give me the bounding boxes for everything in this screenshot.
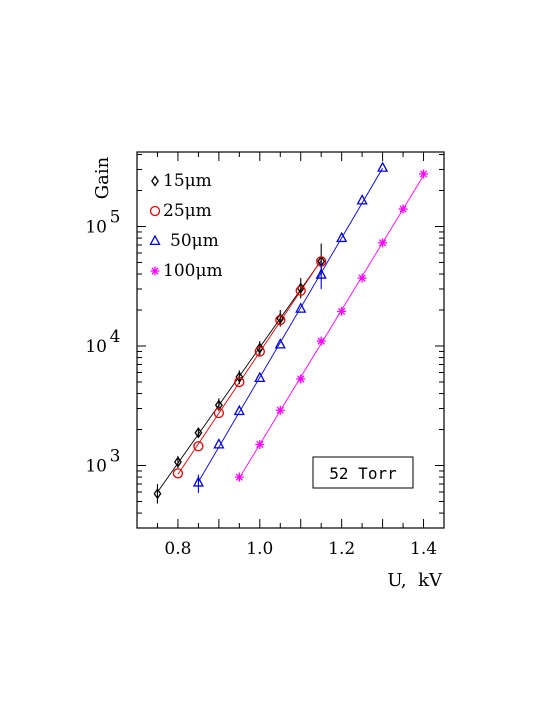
x-tick-label: 1.2: [328, 539, 355, 559]
data-point: [255, 342, 264, 354]
y-tick-exponent: 3: [110, 447, 121, 467]
plot-frame: [136, 151, 445, 529]
x-tick-label: 1.0: [246, 539, 273, 559]
data-point: [254, 371, 266, 383]
annotation-text: 52 Torr: [329, 464, 397, 483]
data-point: [235, 371, 244, 383]
annotation-box: [312, 456, 414, 489]
y-axis-label: Gain: [92, 156, 113, 199]
y-tick-exponent: 5: [110, 207, 121, 227]
data-point: [153, 488, 162, 500]
data-point: [254, 346, 265, 357]
legend-label: 15μm: [163, 171, 212, 191]
y-tick-label: 10: [85, 217, 107, 237]
data-point: [193, 441, 204, 452]
data-point: [275, 405, 285, 415]
legend-label: 100μm: [163, 261, 223, 281]
data-point: [172, 468, 184, 479]
data-point: [194, 427, 203, 439]
data-point: [336, 231, 348, 243]
data-point: [357, 273, 367, 283]
data-point: [234, 472, 244, 482]
data-point: [398, 204, 408, 214]
data-point: [296, 374, 306, 384]
x-tick-label: 1.4: [410, 539, 437, 559]
data-point: [173, 456, 182, 468]
fit-line: [177, 259, 322, 475]
legend-marker: [149, 234, 161, 246]
data-point: [276, 312, 285, 325]
legend-marker: [149, 205, 161, 217]
y-tick-label: 10: [85, 337, 107, 357]
legend-label: 25μm: [163, 201, 212, 221]
data-point: [255, 439, 265, 449]
fit-line: [238, 175, 424, 479]
legend-marker: [151, 175, 159, 187]
y-tick-label: 10: [85, 457, 107, 477]
legend: 15μm 25μm 50μm 100μm: [149, 171, 223, 281]
data-point: [192, 476, 204, 487]
data-point: [377, 161, 389, 172]
data-point: [214, 399, 223, 411]
fit-line: [198, 167, 383, 483]
data-point: [295, 302, 307, 313]
data-point: [316, 336, 326, 346]
data-point: [234, 376, 245, 388]
y-tick-exponent: 4: [110, 327, 121, 347]
x-tick-label: 0.8: [164, 539, 191, 559]
x-axis-label: U, kV: [387, 570, 443, 591]
data-point: [315, 268, 327, 279]
data-point: [378, 238, 388, 248]
data-point: [213, 438, 225, 449]
data-point: [233, 404, 245, 416]
data-point: [275, 314, 286, 326]
data-points: [153, 161, 429, 504]
legend-label: 50μm: [170, 231, 219, 251]
data-point: [295, 285, 306, 296]
data-point: [213, 407, 225, 419]
legend-marker: [150, 266, 160, 276]
data-point: [337, 306, 347, 316]
data-point: [419, 169, 429, 179]
data-point: [356, 194, 368, 205]
data-point: [274, 338, 286, 349]
